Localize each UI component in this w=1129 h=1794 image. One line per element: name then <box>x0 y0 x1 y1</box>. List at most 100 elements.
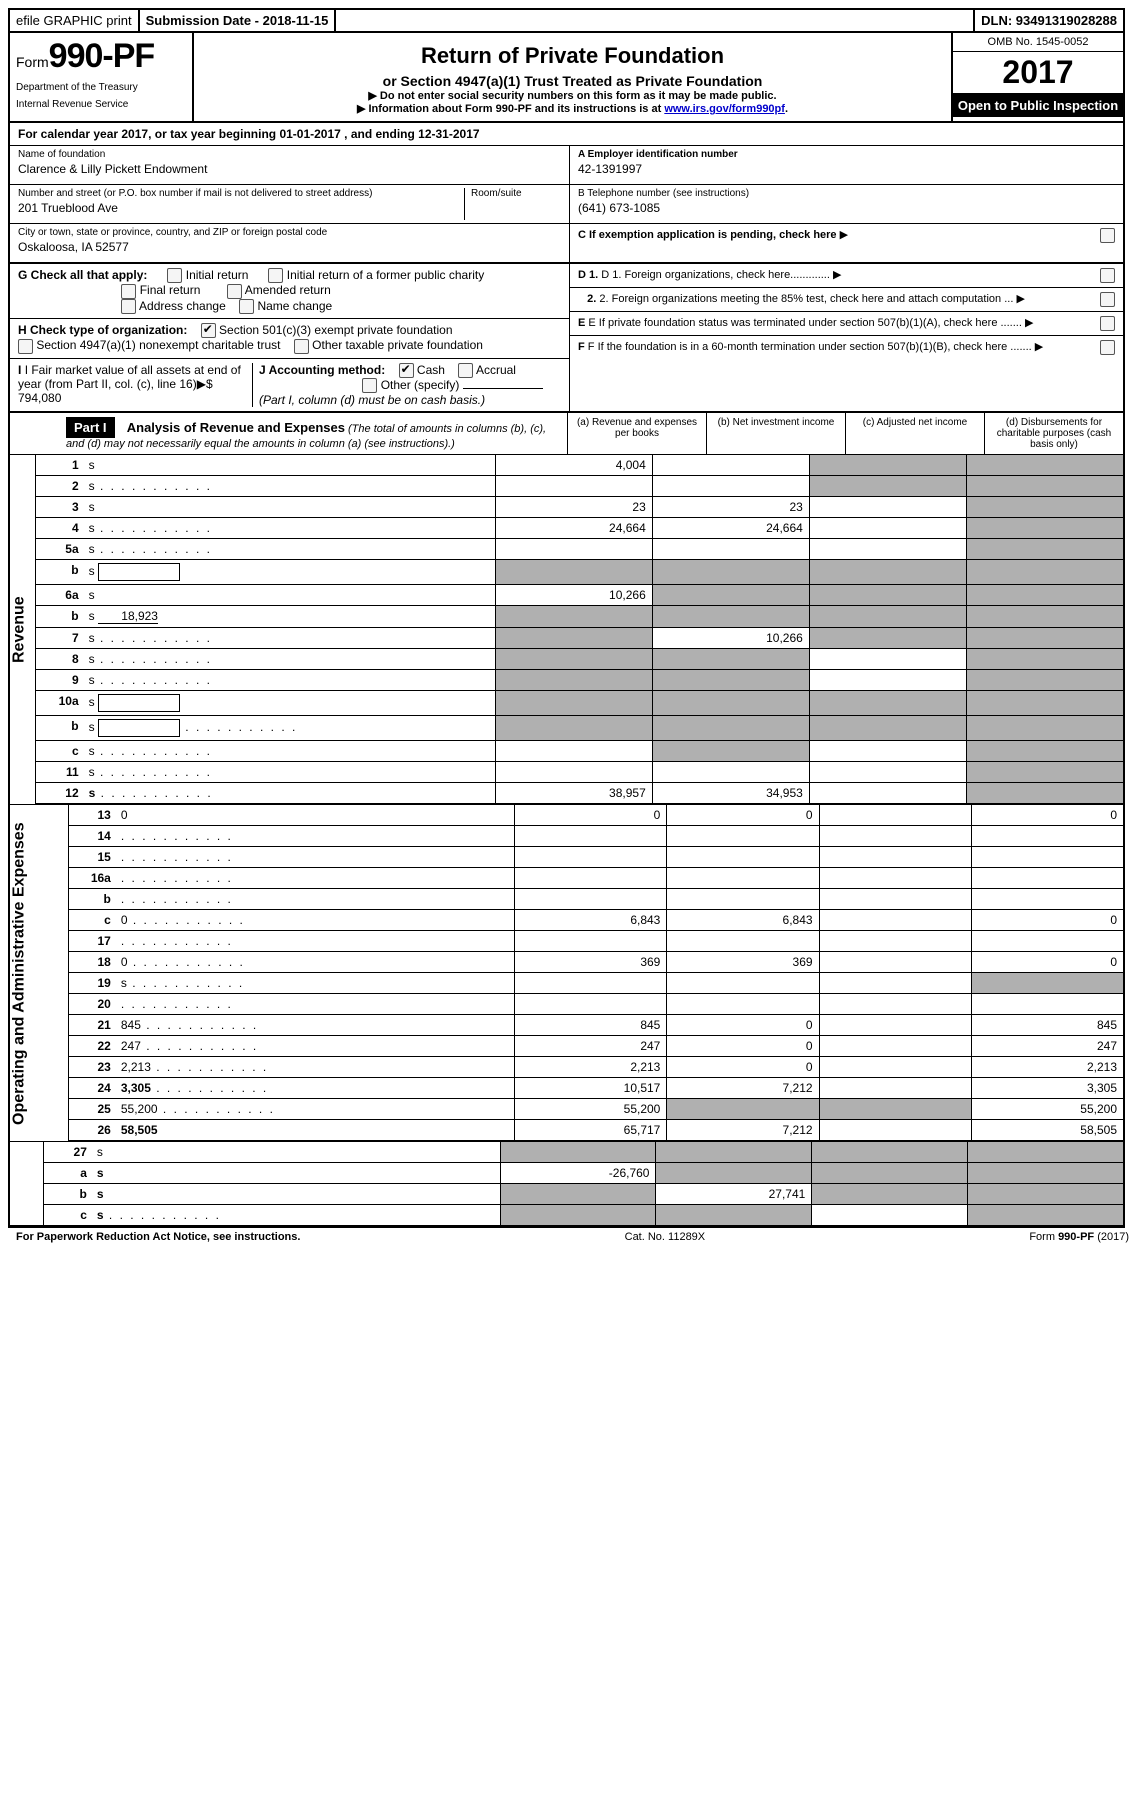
final-table: 27sas-26,760bs27,741cs <box>10 1142 1123 1226</box>
line-desc: s <box>117 973 515 994</box>
line-no: 5a <box>35 539 85 560</box>
g-opt-4: Address change <box>139 299 226 313</box>
header: Form990-PF Department of the Treasury In… <box>10 33 1123 123</box>
line-desc: s <box>85 649 496 670</box>
dept-treasury: Department of the Treasury <box>16 82 186 93</box>
line-desc: 845 <box>117 1015 515 1036</box>
line-no: 3 <box>35 497 85 518</box>
line-desc: 0 <box>117 952 515 973</box>
line-no: 20 <box>69 994 117 1015</box>
j-cell: J Accounting method: Cash Accrual Other … <box>253 363 561 408</box>
d2-text: 2. Foreign organizations meeting the 85%… <box>599 293 1013 305</box>
col-d-header: (d) Disbursements for charitable purpose… <box>984 413 1123 454</box>
e-checkbox[interactable] <box>1100 316 1115 331</box>
city-value: Oskaloosa, IA 52577 <box>18 240 561 254</box>
part1-header-row: Part I Analysis of Revenue and Expenses … <box>10 411 1123 455</box>
line-desc: s <box>85 497 496 518</box>
foundation-name-cell: Name of foundation Clarence & Lilly Pick… <box>10 146 569 185</box>
line-no: c <box>69 910 117 931</box>
g-initial-former-checkbox[interactable] <box>268 268 283 283</box>
d1-checkbox[interactable] <box>1100 268 1115 283</box>
line-desc: s <box>93 1184 500 1205</box>
d2-checkbox[interactable] <box>1100 292 1115 307</box>
line-no: b <box>35 716 85 741</box>
line-no: 15 <box>69 847 117 868</box>
line-desc <box>117 868 515 889</box>
ein-label: A Employer identification number <box>578 149 1115 160</box>
line-no: 17 <box>69 931 117 952</box>
f-checkbox[interactable] <box>1100 340 1115 355</box>
col-c-header: (c) Adjusted net income <box>845 413 984 454</box>
h-row: H Check type of organization: Section 50… <box>10 319 569 359</box>
j-opt-0: Cash <box>417 363 445 377</box>
line-no: 6a <box>35 585 85 606</box>
note2-prefix: ▶ Information about Form 990-PF and its … <box>357 103 664 115</box>
form-note1: ▶ Do not enter social security numbers o… <box>204 89 941 102</box>
h-4947-checkbox[interactable] <box>18 339 33 354</box>
footer-left: For Paperwork Reduction Act Notice, see … <box>16 1231 300 1243</box>
line-desc: s <box>85 585 496 606</box>
form-note2: ▶ Information about Form 990-PF and its … <box>204 102 941 115</box>
line-no: 21 <box>69 1015 117 1036</box>
ij-row: I I Fair market value of all assets at e… <box>10 359 569 412</box>
g-name-checkbox[interactable] <box>239 299 254 314</box>
line-no: c <box>44 1205 93 1226</box>
j-accrual-checkbox[interactable] <box>458 363 473 378</box>
line-desc: 0 <box>117 805 515 826</box>
j-other-checkbox[interactable] <box>362 378 377 393</box>
header-right: OMB No. 1545-0052 2017 Open to Public In… <box>951 33 1123 121</box>
line-no: 9 <box>35 670 85 691</box>
foundation-name: Clarence & Lilly Pickett Endowment <box>18 162 561 176</box>
j-other-fill <box>463 388 543 389</box>
line-no: b <box>44 1184 93 1205</box>
g-initial-checkbox[interactable] <box>167 268 182 283</box>
part1-badge: Part I <box>66 417 115 438</box>
ghij-section: G Check all that apply: Initial return I… <box>10 264 1123 411</box>
line-no: 18 <box>69 952 117 973</box>
g-opt-2: Final return <box>140 283 201 297</box>
form-number: Form990-PF <box>16 37 186 76</box>
line-desc: s <box>85 560 496 585</box>
line-desc: s <box>85 518 496 539</box>
line-desc: s <box>85 476 496 497</box>
f-text: F If the foundation is in a 60-month ter… <box>588 341 1032 353</box>
j-cash-checkbox[interactable] <box>399 363 414 378</box>
line-desc: s <box>93 1205 500 1226</box>
h-label: H Check type of organization: <box>18 323 187 337</box>
line-no: b <box>69 889 117 910</box>
footer-right: Form 990-PF (2017) <box>1029 1231 1129 1243</box>
form-subtitle: or Section 4947(a)(1) Trust Treated as P… <box>204 73 941 89</box>
i-cell: I I Fair market value of all assets at e… <box>18 363 253 408</box>
efile-label: efile GRAPHIC print <box>10 10 140 31</box>
room-label: Room/suite <box>471 188 561 199</box>
j-opt-1: Accrual <box>476 363 516 377</box>
line-desc: s <box>85 716 496 741</box>
city-cell: City or town, state or province, country… <box>10 224 569 262</box>
line-no: 7 <box>35 628 85 649</box>
line-no: 2 <box>35 476 85 497</box>
line-no: 8 <box>35 649 85 670</box>
calendar-year-row: For calendar year 2017, or tax year begi… <box>10 123 1123 146</box>
line-desc <box>117 994 515 1015</box>
g-amended-checkbox[interactable] <box>227 284 242 299</box>
line-desc: s <box>85 455 496 476</box>
h-other-checkbox[interactable] <box>294 339 309 354</box>
dept-irs: Internal Revenue Service <box>16 99 186 110</box>
line-no: 19 <box>69 973 117 994</box>
line-no: c <box>35 741 85 762</box>
line-no: 24 <box>69 1078 117 1099</box>
g-address-checkbox[interactable] <box>121 299 136 314</box>
submission-date: Submission Date - 2018-11-15 <box>140 10 337 31</box>
dln: DLN: 93491319028288 <box>975 10 1123 31</box>
line-no: 10a <box>35 691 85 716</box>
phone-cell: B Telephone number (see instructions) (6… <box>570 185 1123 224</box>
g-final-checkbox[interactable] <box>121 284 136 299</box>
f-row: F F If the foundation is in a 60-month t… <box>570 336 1123 359</box>
irs-link[interactable]: www.irs.gov/form990pf <box>664 103 785 115</box>
h-501c3-checkbox[interactable] <box>201 323 216 338</box>
c-checkbox[interactable] <box>1100 228 1115 243</box>
ein-value: 42-1391997 <box>578 162 1115 176</box>
line-no: 22 <box>69 1036 117 1057</box>
line-no: 14 <box>69 826 117 847</box>
line-no: 25 <box>69 1099 117 1120</box>
